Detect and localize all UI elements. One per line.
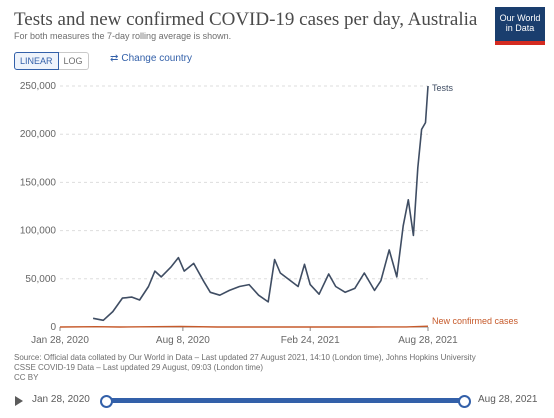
chart-subtitle: For both measures the 7-day rolling aver… [14, 31, 232, 41]
timeline-control: Jan 28, 2020 Aug 28, 2021 [0, 390, 554, 412]
timeline-track[interactable] [106, 398, 462, 403]
cases-series-line [59, 325, 429, 328]
tests-series-line [92, 85, 429, 322]
series-lines [59, 85, 429, 328]
source-line-1: Source: Official data collated by Our Wo… [14, 353, 476, 362]
change-country-button[interactable]: ⇄ Change country [110, 53, 192, 64]
timeline-end-handle[interactable] [458, 395, 471, 408]
change-country-label: Change country [121, 53, 192, 64]
timeline-end-label: Aug 28, 2021 [478, 394, 538, 405]
tests-series-label: Tests [432, 83, 454, 93]
x-tick-label: Aug 8, 2020 [156, 335, 210, 346]
y-axis-ticks: 0 50,000 100,000 150,000 200,000 250,000 [20, 81, 57, 333]
line-chart: 0 50,000 100,000 150,000 200,000 250,000 Jan … [20, 81, 519, 346]
logo-accent-bar [495, 41, 545, 45]
cases-series-label: New confirmed cases [432, 316, 519, 326]
timeline-start-label: Jan 28, 2020 [32, 394, 90, 405]
owid-logo[interactable]: Our World in Data [495, 7, 545, 45]
y-tick-label: 100,000 [20, 226, 57, 237]
swap-arrows-icon: ⇄ [110, 53, 119, 64]
license-label: CC BY [14, 373, 39, 382]
chart-title: Tests and new confirmed COVID-19 cases p… [14, 9, 478, 30]
gridlines [60, 85, 428, 280]
timeline-start-handle[interactable] [100, 395, 113, 408]
source-line-2: CSSE COVID-19 Data – Last updated 29 Aug… [14, 363, 264, 372]
logo-text: Our World in Data [499, 13, 541, 33]
series-labels: Tests New confirmed cases [432, 83, 519, 326]
log-scale-button[interactable]: LOG [58, 52, 89, 70]
scale-toggle: LINEAR LOG [14, 52, 89, 70]
x-tick-label: Feb 24, 2021 [281, 335, 340, 346]
y-tick-label: 200,000 [20, 129, 57, 140]
linear-scale-button[interactable]: LINEAR [14, 52, 59, 70]
x-tick-label: Jan 28, 2020 [31, 335, 89, 346]
x-axis: Jan 28, 2020 Aug 8, 2020 Feb 24, 2021 Aug 2… [31, 326, 458, 346]
y-tick-label: 50,000 [25, 274, 56, 285]
y-tick-label: 0 [50, 322, 56, 333]
x-tick-label: Aug 28, 2021 [398, 335, 458, 346]
y-tick-label: 150,000 [20, 177, 57, 188]
y-tick-label: 250,000 [20, 81, 57, 92]
source-note: Source: Official data collated by Our Wo… [14, 353, 476, 383]
play-icon[interactable] [15, 396, 23, 406]
